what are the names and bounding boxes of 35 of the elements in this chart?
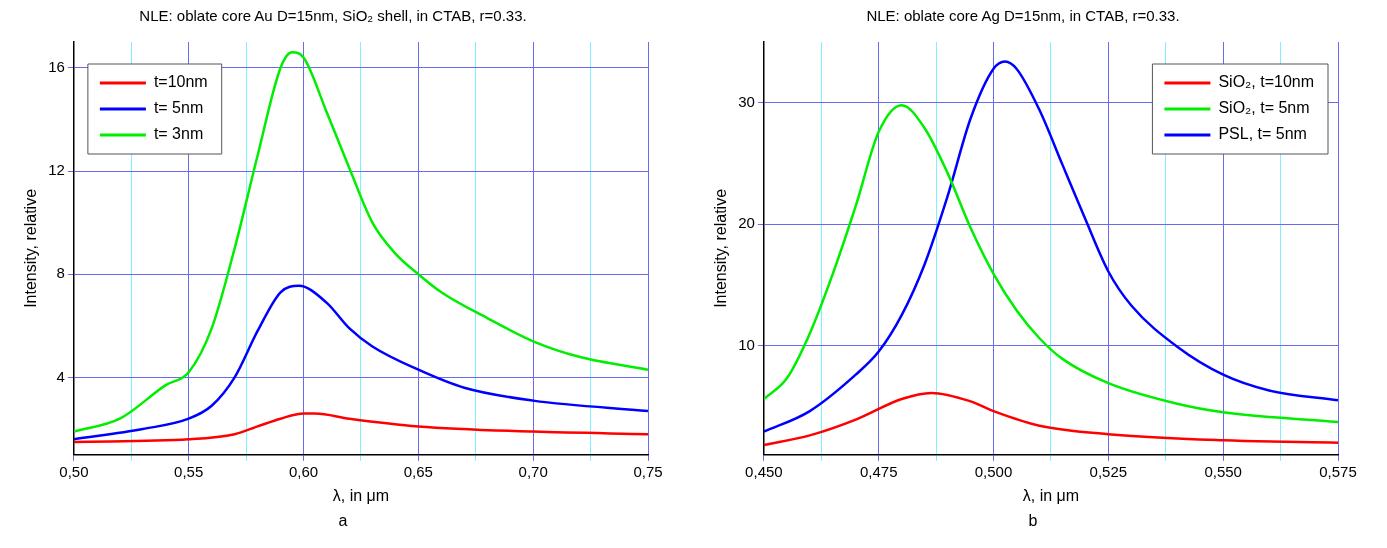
legend-label: t=10nm [153,73,208,91]
x-tick-label: 0,575 [1319,462,1357,480]
x-tick-label: 0,475 [859,462,898,480]
y-tick-label: 16 [48,57,65,75]
x-axis-title: λ, in μm [1022,486,1080,504]
text: a [337,512,349,530]
x-tick-label: 0,65 [403,462,433,480]
y-tick-label: 10 [738,335,755,353]
legend-label: SiO₂, t= 5nm [1218,99,1310,117]
y-axis-title: Intensity, relative [712,188,730,308]
x-tick-label: 0,70 [518,462,548,480]
legend-label: t= 5nm [153,99,204,117]
chart-title: NLE: oblate core Au D=15nm, SiO₂ shell, in CTAB, r=0.33. [139,7,527,25]
x-tick-label: 0,50 [59,462,89,480]
x-axis-title: λ, in μm [332,486,390,504]
x-tick-label: 0,55 [174,462,204,480]
x-tick-label: 0,450 [745,462,783,480]
x-tick-label: 0,75 [633,462,663,480]
legend-label: PSL, t= 5nm [1218,125,1307,143]
y-tick-label: 8 [56,264,65,282]
legend-label: t= 3nm [153,125,204,143]
legend-label: SiO₂, t=10nm [1218,73,1315,91]
y-tick-label: 4 [56,367,65,385]
text: b [1027,512,1039,530]
x-tick-label: 0,550 [1204,462,1242,480]
x-tick-label: 0,525 [1089,462,1128,480]
y-tick-label: 20 [738,214,755,232]
y-tick-label: 30 [738,92,755,110]
line-series [763,391,1338,447]
x-tick-label: 0,500 [974,462,1013,480]
line-series [73,412,648,444]
x-tick-label: 0,60 [288,462,319,480]
chart-title: NLE: oblate core Ag D=15nm, in CTAB, r=0.33. [866,7,1180,25]
y-tick-label: 12 [48,161,65,179]
y-axis-title: Intensity, relative [22,188,40,308]
